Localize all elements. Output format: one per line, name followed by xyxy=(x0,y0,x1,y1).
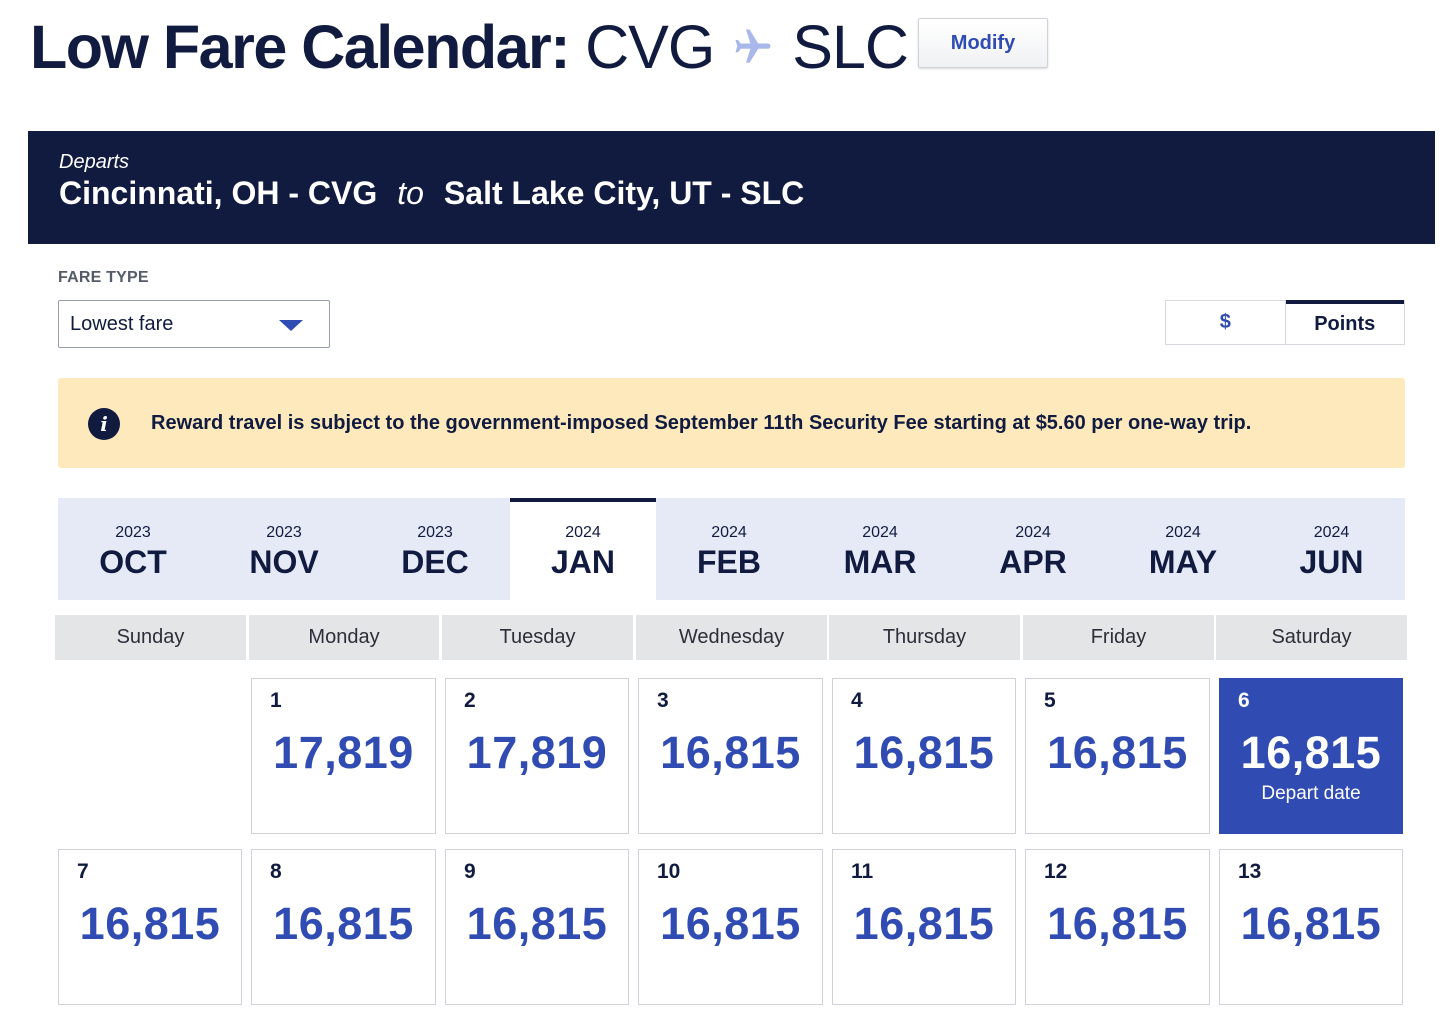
month-name: MAR xyxy=(843,544,917,580)
month-name: APR xyxy=(999,544,1067,580)
weekday-tuesday: Tuesday xyxy=(442,615,633,660)
calendar-day[interactable]: 11 16,815 xyxy=(832,849,1016,1005)
month-year: 2024 xyxy=(862,524,898,541)
month-name: NOV xyxy=(249,544,319,580)
origin-city: Cincinnati, OH - CVG xyxy=(59,175,378,211)
day-price: 16,815 xyxy=(79,898,221,949)
destination-city: Salt Lake City, UT - SLC xyxy=(443,175,805,211)
calendar-day[interactable]: 13 16,815 xyxy=(1219,849,1403,1005)
calendar-day[interactable]: 8 16,815 xyxy=(251,849,436,1005)
day-price: 17,819 xyxy=(466,727,608,778)
month-tab-mar[interactable]: 2024 MAR xyxy=(802,498,958,600)
route-banner: Departs Cincinnati, OH - CVG to Salt Lake … xyxy=(28,131,1435,244)
security-fee-notice: i Reward travel is subject to the govern… xyxy=(58,378,1405,468)
day-price: 16,815 xyxy=(273,898,414,949)
dollars-toggle-button[interactable]: $ xyxy=(1166,301,1286,344)
calendar-day-selected[interactable]: 6 16,815 Depart date xyxy=(1219,678,1403,834)
month-year: 2024 xyxy=(711,524,747,541)
month-year: 2024 xyxy=(1015,524,1051,541)
page-title: Low Fare Calendar: xyxy=(30,13,571,81)
day-price: 16,815 xyxy=(660,727,801,778)
plane-icon xyxy=(732,26,774,68)
month-tabs: 2023 OCT 2023 NOV 2023 DEC 2024 JAN 2024… xyxy=(58,498,1405,600)
calendar-day[interactable]: 2 17,819 xyxy=(445,678,629,834)
calendar-day[interactable]: 10 16,815 xyxy=(638,849,823,1005)
month-name: MAY xyxy=(1148,544,1218,580)
weekday-thursday: Thursday xyxy=(829,615,1020,660)
month-tab-oct[interactable]: 2023 OCT xyxy=(58,498,208,600)
day-number: 9 xyxy=(464,860,476,883)
day-number: 3 xyxy=(657,689,669,712)
chevron-down-icon xyxy=(279,320,303,331)
day-number: 12 xyxy=(1044,860,1068,883)
day-number: 2 xyxy=(464,689,476,712)
fare-type-select[interactable]: Lowest fare xyxy=(58,300,330,348)
month-name: OCT xyxy=(99,544,167,580)
day-price: 16,815 xyxy=(1240,898,1382,949)
month-year: 2023 xyxy=(266,524,302,541)
month-year: 2023 xyxy=(115,524,151,541)
month-tab-nov[interactable]: 2023 NOV xyxy=(208,498,360,600)
weekday-friday: Friday xyxy=(1023,615,1214,660)
info-icon: i xyxy=(88,408,120,440)
calendar-day[interactable]: 7 16,815 xyxy=(58,849,242,1005)
month-name: FEB xyxy=(697,544,761,580)
weekday-wednesday: Wednesday xyxy=(636,615,827,660)
day-price: 17,819 xyxy=(273,727,414,778)
calendar-day[interactable]: 5 16,815 xyxy=(1025,678,1210,834)
weekday-monday: Monday xyxy=(249,615,439,660)
month-tab-feb[interactable]: 2024 FEB xyxy=(656,498,802,600)
month-year: 2023 xyxy=(417,524,453,541)
day-price: 16,815 xyxy=(660,898,801,949)
day-price: 16,815 xyxy=(466,898,608,949)
notice-text: Reward travel is subject to the governme… xyxy=(151,412,1252,434)
weekday-saturday: Saturday xyxy=(1216,615,1407,660)
month-name: JAN xyxy=(550,544,615,580)
weekday-sunday: Sunday xyxy=(55,615,246,660)
route-origin-code: CVG xyxy=(585,13,715,81)
day-number: 1 xyxy=(270,689,282,712)
month-tab-jun[interactable]: 2024 JUN xyxy=(1258,498,1405,600)
departs-label: Departs xyxy=(59,151,130,173)
month-year: 2024 xyxy=(1165,524,1201,541)
day-number: 5 xyxy=(1044,689,1056,712)
fare-type-value: Lowest fare xyxy=(70,312,174,335)
day-price: 16,815 xyxy=(853,898,995,949)
day-number: 6 xyxy=(1238,689,1250,712)
page-header: Low Fare Calendar: CVG SLC xyxy=(30,12,909,82)
day-price: 16,815 xyxy=(1240,727,1382,778)
weekday-header: Sunday Monday Tuesday Wednesday Thursday… xyxy=(55,615,1407,660)
month-name: DEC xyxy=(401,544,469,580)
day-price: 16,815 xyxy=(1047,727,1188,778)
month-tab-apr[interactable]: 2024 APR xyxy=(958,498,1108,600)
month-name: JUN xyxy=(1299,544,1364,580)
day-price: 16,815 xyxy=(1047,898,1188,949)
month-tab-may[interactable]: 2024 MAY xyxy=(1108,498,1258,600)
calendar-day[interactable]: 1 17,819 xyxy=(251,678,436,834)
currency-toggle: $ Points xyxy=(1165,300,1405,345)
to-label: to xyxy=(397,175,424,211)
month-tab-dec[interactable]: 2023 DEC xyxy=(360,498,510,600)
calendar-day[interactable]: 12 16,815 xyxy=(1025,849,1210,1005)
day-number: 10 xyxy=(657,860,681,883)
fare-type-label: FARE TYPE xyxy=(58,269,149,286)
day-number: 13 xyxy=(1238,860,1262,883)
points-toggle-button[interactable]: Points xyxy=(1285,300,1404,344)
day-number: 4 xyxy=(851,689,863,712)
modify-button[interactable]: Modify xyxy=(918,18,1048,68)
route-destination-code: SLC xyxy=(792,13,909,81)
day-number: 7 xyxy=(77,860,89,883)
calendar-day[interactable]: 4 16,815 xyxy=(832,678,1016,834)
day-number: 8 xyxy=(270,860,282,883)
depart-date-label: Depart date xyxy=(1261,783,1361,804)
day-number: 11 xyxy=(851,860,874,883)
calendar-day[interactable]: 9 16,815 xyxy=(445,849,629,1005)
month-year: 2024 xyxy=(1313,524,1350,541)
month-tab-jan[interactable]: 2024 JAN xyxy=(510,498,656,600)
route-summary: Cincinnati, OH - CVG to Salt Lake City, UT… xyxy=(59,175,804,212)
month-year: 2024 xyxy=(565,524,601,541)
calendar-day[interactable]: 3 16,815 xyxy=(638,678,823,834)
day-price: 16,815 xyxy=(853,727,995,778)
